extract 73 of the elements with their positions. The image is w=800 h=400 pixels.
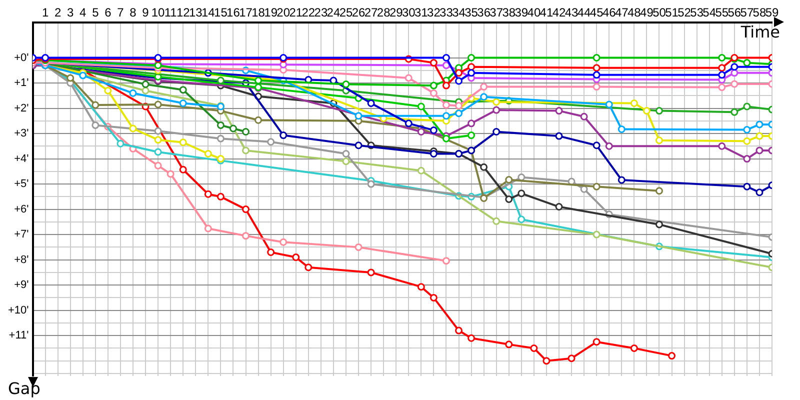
y-tick-label: +4'	[14, 152, 29, 165]
x-tick-label: 17	[239, 6, 253, 20]
x-tick-label: 42	[552, 6, 566, 20]
x-tick-label: 33	[440, 6, 454, 20]
x-tick-label: 46	[602, 6, 616, 20]
x-tick-label: 7	[117, 6, 124, 20]
x-tick-label: 32	[427, 6, 441, 20]
x-tick-label: 35	[464, 6, 478, 20]
x-tick-label: 41	[540, 6, 554, 20]
x-tick-label: 29	[389, 6, 404, 20]
x-tick-label: 36	[477, 6, 491, 20]
x-tick-label: 11	[164, 6, 178, 20]
x-tick-label: 40	[527, 6, 541, 20]
x-tick-label: 27	[364, 6, 378, 20]
y-tick-label: +11'	[8, 330, 29, 342]
x-tick-label: 37	[490, 6, 504, 20]
x-tick-label: 9	[142, 6, 150, 20]
x-tick-label: 5	[92, 6, 100, 20]
x-tick-label: 10	[151, 6, 166, 20]
x-tick-label: 43	[564, 6, 579, 20]
x-tick-label: 51	[665, 6, 679, 20]
y-tick-label: +2'	[14, 102, 29, 114]
y-tick-label: +8'	[14, 254, 29, 266]
x-tick-label: 52	[678, 6, 692, 20]
x-tick-label: 45	[590, 6, 604, 20]
x-tick-label: 38	[502, 6, 516, 20]
x-tick-label: 21	[289, 6, 303, 20]
y-tick-label: +0'	[14, 52, 29, 64]
x-tick-label: 22	[302, 6, 316, 20]
x-tick-label: 54	[702, 6, 716, 20]
x-tick-label: 2	[54, 6, 62, 20]
x-tick-label: 49	[640, 6, 654, 20]
x-tick-label: 16	[226, 6, 240, 20]
x-tick-label: 24	[326, 6, 340, 20]
x-tick-label: 4	[80, 6, 87, 20]
x-tick-label: 28	[376, 6, 391, 20]
x-tick-label: 25	[339, 6, 353, 20]
x-tick-label: 15	[214, 6, 228, 20]
y-tick-label: +10'	[8, 304, 29, 316]
x-tick-label: 6	[104, 6, 112, 20]
x-tick-label: 55	[715, 6, 729, 20]
y-tick-label: +7'	[14, 228, 29, 241]
x-tick-label: 58	[752, 6, 766, 20]
x-tick-label: 1	[42, 6, 49, 20]
y-tick-label: +5'	[14, 178, 29, 190]
y-axis-title: Gap	[8, 379, 40, 398]
x-tick-label: 20	[276, 6, 290, 20]
x-tick-label: 30	[402, 6, 416, 20]
x-tick-label: 39	[514, 6, 528, 20]
x-tick-label: 19	[264, 6, 278, 20]
x-tick-label: 34	[452, 6, 466, 20]
x-tick-label: 13	[188, 6, 203, 20]
x-tick-label: 44	[577, 6, 592, 20]
y-tick-label: +6'	[14, 203, 29, 216]
x-tick-label: 56	[728, 6, 742, 20]
x-tick-label: 12	[176, 6, 190, 20]
x-tick-label: 3	[67, 6, 74, 20]
x-tick-label: 47	[614, 6, 629, 20]
x-axis-title: Time	[740, 22, 780, 42]
x-tick-label: 48	[627, 6, 642, 20]
y-tick-label: +9'	[14, 279, 29, 292]
x-tick-label: 57	[740, 6, 754, 20]
x-tick-label: 50	[652, 6, 666, 20]
y-tick-label: +1'	[14, 77, 29, 90]
x-tick-label: 14	[201, 6, 216, 20]
y-tick-label: +3'	[14, 128, 29, 140]
x-tick-label: 23	[314, 6, 328, 20]
x-tick-label: 31	[414, 6, 428, 20]
x-tick-label: 59	[765, 6, 779, 20]
x-tick-label: 53	[690, 6, 704, 20]
x-tick-label: 18	[252, 6, 266, 20]
x-tick-label: 26	[352, 6, 366, 20]
x-tick-label: 8	[130, 6, 137, 20]
